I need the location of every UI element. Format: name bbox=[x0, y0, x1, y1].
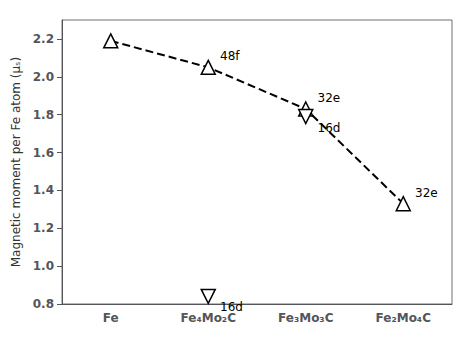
svg-text:Fe: Fe bbox=[103, 311, 119, 325]
svg-text:0.8: 0.8 bbox=[33, 297, 54, 311]
svg-text:32e: 32e bbox=[415, 186, 438, 200]
svg-text:2.0: 2.0 bbox=[33, 70, 54, 84]
svg-text:1.4: 1.4 bbox=[33, 183, 54, 197]
svg-text:Fe₂Mo₄C: Fe₂Mo₄C bbox=[376, 311, 432, 325]
svg-text:16d: 16d bbox=[318, 121, 341, 135]
svg-text:1.8: 1.8 bbox=[33, 108, 54, 122]
svg-text:1.2: 1.2 bbox=[33, 221, 54, 235]
svg-text:Fe₄Mo₂C: Fe₄Mo₂C bbox=[180, 311, 236, 325]
svg-text:16d: 16d bbox=[220, 300, 243, 314]
svg-text:Magnetic moment per Fe atom (μ: Magnetic moment per Fe atom (μₛ) bbox=[9, 57, 23, 268]
svg-text:Fe₃Mo₃C: Fe₃Mo₃C bbox=[278, 311, 334, 325]
svg-text:1.0: 1.0 bbox=[33, 259, 54, 273]
svg-text:2.2: 2.2 bbox=[33, 32, 54, 46]
svg-text:32e: 32e bbox=[318, 91, 341, 105]
svg-text:1.6: 1.6 bbox=[33, 146, 54, 160]
svg-text:48f: 48f bbox=[220, 49, 240, 63]
